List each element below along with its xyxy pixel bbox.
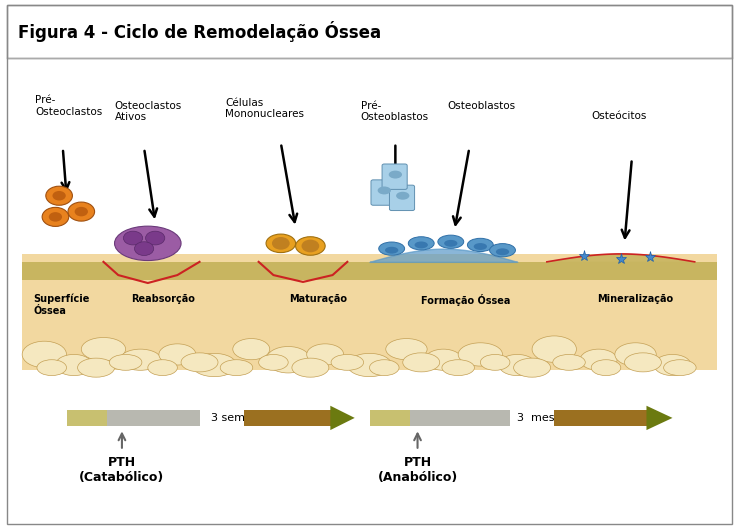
Ellipse shape <box>389 170 402 178</box>
FancyBboxPatch shape <box>371 180 396 205</box>
Text: 3 semanas: 3 semanas <box>211 413 271 423</box>
Ellipse shape <box>115 226 181 260</box>
Text: 3  meses: 3 meses <box>517 413 568 423</box>
Text: Pré-
Osteoclastos: Pré- Osteoclastos <box>35 95 103 117</box>
FancyBboxPatch shape <box>370 410 510 426</box>
Ellipse shape <box>532 336 576 362</box>
Ellipse shape <box>490 243 516 257</box>
Circle shape <box>42 207 69 226</box>
Ellipse shape <box>78 358 115 377</box>
Text: Formação Óssea: Formação Óssea <box>421 294 510 306</box>
Text: Superfície
Óssea: Superfície Óssea <box>33 294 89 316</box>
Circle shape <box>123 231 143 245</box>
FancyBboxPatch shape <box>389 185 415 211</box>
Text: Maturação: Maturação <box>289 294 347 304</box>
Circle shape <box>68 202 95 221</box>
FancyBboxPatch shape <box>22 254 717 370</box>
Text: PTH
(Catabólico): PTH (Catabólico) <box>79 456 165 484</box>
Text: Osteoblastos: Osteoblastos <box>447 101 515 111</box>
Circle shape <box>146 231 165 245</box>
Ellipse shape <box>181 353 218 372</box>
Ellipse shape <box>553 354 585 370</box>
Ellipse shape <box>378 187 391 194</box>
Ellipse shape <box>425 349 462 370</box>
Circle shape <box>52 191 66 200</box>
Ellipse shape <box>654 354 691 376</box>
Ellipse shape <box>480 354 510 370</box>
Ellipse shape <box>624 353 661 372</box>
Polygon shape <box>647 406 672 430</box>
Ellipse shape <box>55 354 92 376</box>
Text: Osteócitos: Osteócitos <box>591 111 647 121</box>
Ellipse shape <box>442 360 474 376</box>
Text: Osteoclastos
Ativos: Osteoclastos Ativos <box>115 101 182 122</box>
Ellipse shape <box>444 240 457 247</box>
Ellipse shape <box>148 360 177 376</box>
Ellipse shape <box>292 358 329 377</box>
Ellipse shape <box>664 360 696 376</box>
Ellipse shape <box>591 360 621 376</box>
Text: PTH
(Anabólico): PTH (Anabólico) <box>378 456 457 484</box>
Text: Células
Mononucleares: Células Mononucleares <box>225 98 304 120</box>
Ellipse shape <box>437 235 464 249</box>
Circle shape <box>46 186 72 205</box>
Circle shape <box>272 237 290 250</box>
Ellipse shape <box>396 192 409 199</box>
Polygon shape <box>330 406 355 430</box>
Ellipse shape <box>259 354 288 370</box>
Ellipse shape <box>307 344 344 365</box>
Text: Reabsorção: Reabsorção <box>131 294 194 304</box>
Ellipse shape <box>514 358 551 377</box>
Ellipse shape <box>386 339 427 360</box>
Ellipse shape <box>474 243 487 250</box>
Circle shape <box>49 212 62 222</box>
FancyBboxPatch shape <box>67 410 200 426</box>
Ellipse shape <box>120 349 161 370</box>
Ellipse shape <box>37 360 67 376</box>
Ellipse shape <box>347 353 392 377</box>
Ellipse shape <box>580 349 617 370</box>
Ellipse shape <box>385 247 398 253</box>
FancyBboxPatch shape <box>382 164 407 189</box>
Ellipse shape <box>192 353 236 377</box>
Ellipse shape <box>81 338 126 361</box>
Ellipse shape <box>233 339 270 360</box>
Ellipse shape <box>496 249 509 255</box>
Circle shape <box>134 242 154 256</box>
Ellipse shape <box>159 344 196 365</box>
Ellipse shape <box>408 236 435 250</box>
FancyBboxPatch shape <box>244 410 333 426</box>
Ellipse shape <box>22 341 67 368</box>
Circle shape <box>302 240 319 252</box>
Ellipse shape <box>109 354 142 370</box>
Circle shape <box>75 207 88 216</box>
Ellipse shape <box>499 354 536 376</box>
Text: Pré-
Osteoblastos: Pré- Osteoblastos <box>361 101 429 122</box>
Ellipse shape <box>458 343 503 366</box>
Ellipse shape <box>296 236 325 255</box>
Text: Mineralização: Mineralização <box>597 294 674 304</box>
Ellipse shape <box>266 346 310 373</box>
FancyBboxPatch shape <box>67 410 107 426</box>
Text: Figura 4 - Ciclo de Remodelação Óssea: Figura 4 - Ciclo de Remodelação Óssea <box>18 21 381 42</box>
FancyBboxPatch shape <box>554 410 649 426</box>
FancyBboxPatch shape <box>7 5 732 58</box>
FancyBboxPatch shape <box>22 262 717 280</box>
Ellipse shape <box>378 242 405 256</box>
Ellipse shape <box>615 343 656 366</box>
Ellipse shape <box>220 360 253 376</box>
Ellipse shape <box>403 353 440 372</box>
Ellipse shape <box>266 234 296 252</box>
Ellipse shape <box>415 241 428 248</box>
FancyBboxPatch shape <box>370 410 410 426</box>
Ellipse shape <box>331 354 364 370</box>
Ellipse shape <box>468 238 494 251</box>
Ellipse shape <box>370 360 399 376</box>
